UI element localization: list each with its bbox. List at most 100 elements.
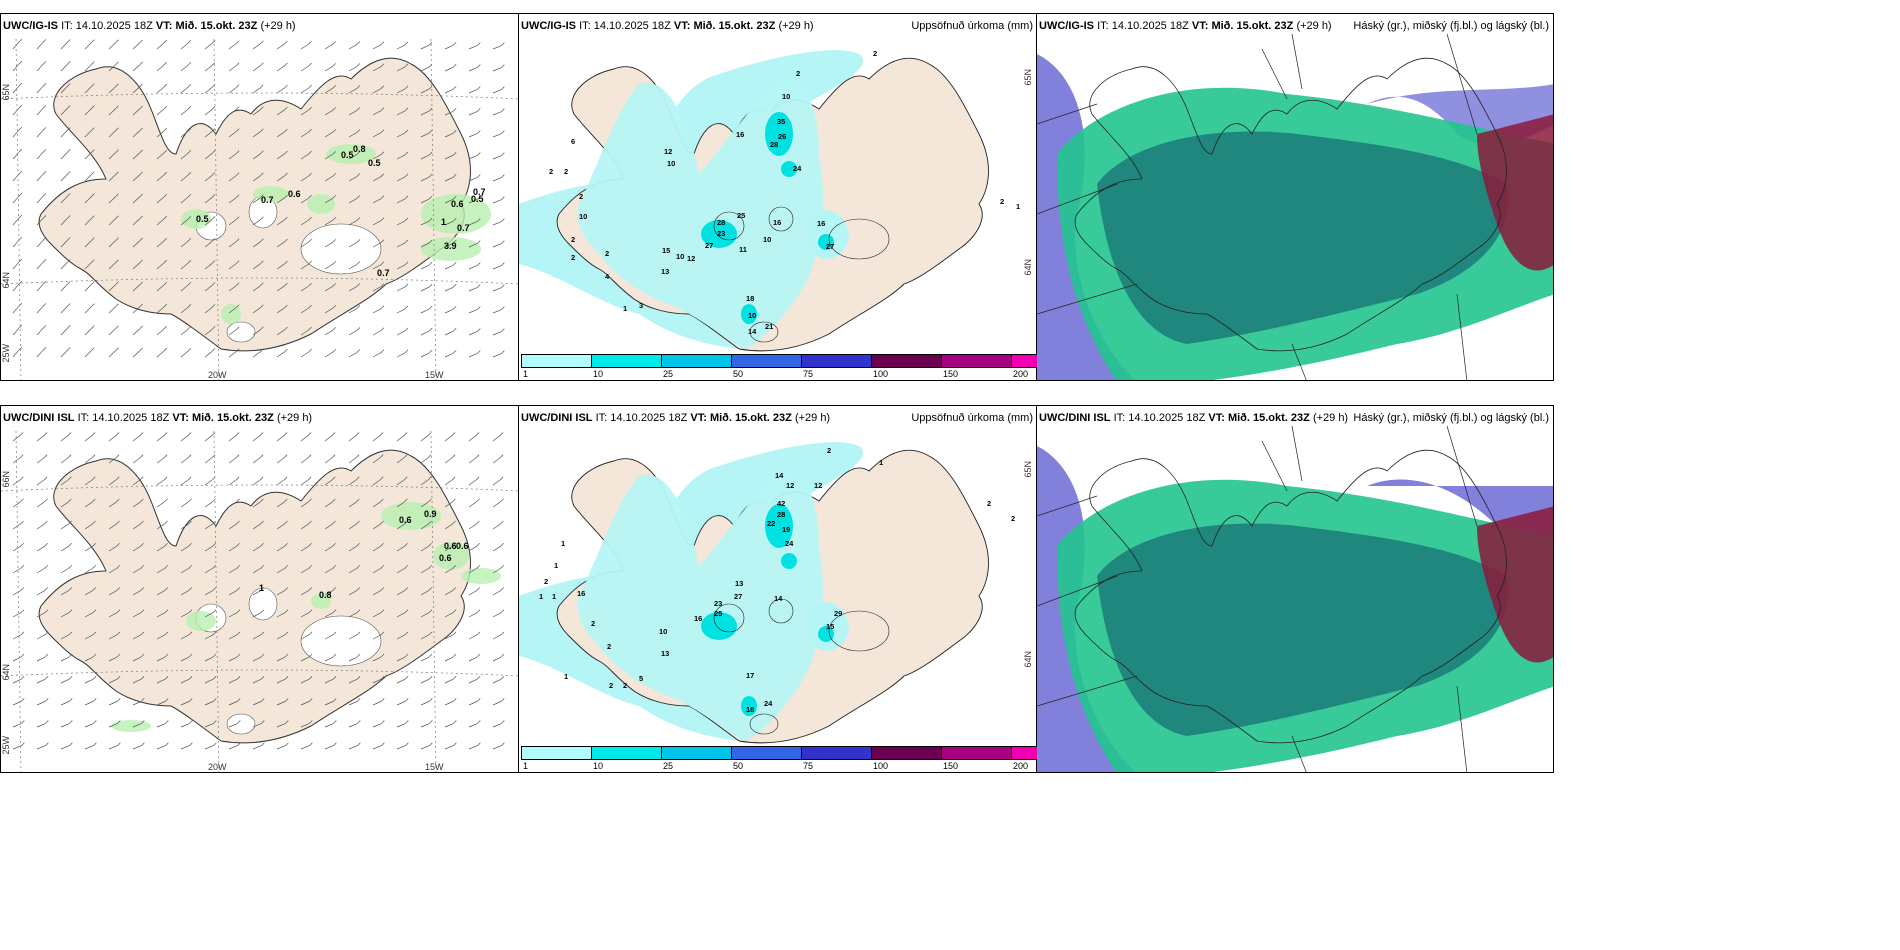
- wind-barb: [477, 174, 481, 178]
- boundary-line: [1037, 675, 1138, 707]
- wind-area: [307, 194, 335, 214]
- wind-barb: [188, 476, 192, 480]
- panel-ig-precip: UWC/IG-IS IT: 14.10.2025 18Z VT: Mið. 15…: [518, 13, 1038, 381]
- wind-barb: [66, 347, 71, 351]
- wind-barb: [204, 612, 214, 618]
- wind-barb: [276, 329, 285, 336]
- value-label: 0.8: [353, 144, 366, 154]
- wind-barb: [324, 66, 333, 72]
- wind-barb: [492, 111, 502, 116]
- value-label: 0.9: [424, 509, 437, 519]
- wind-barb: [156, 42, 165, 50]
- boundary-line: [1261, 48, 1288, 100]
- wind-barb: [420, 435, 429, 442]
- wind-barb: [468, 221, 478, 226]
- wind-barb: [284, 194, 288, 199]
- wind-barb: [44, 520, 48, 525]
- wind-barb: [476, 587, 481, 591]
- glacier: [226, 713, 256, 735]
- wind-barb: [252, 307, 261, 314]
- wind-barb: [476, 609, 481, 613]
- wind-barb: [68, 653, 73, 658]
- wind-barb: [501, 152, 505, 156]
- wind-barb: [356, 520, 360, 525]
- wind-barb: [211, 282, 216, 286]
- wind-barb: [60, 501, 69, 508]
- wind-barb: [477, 86, 481, 90]
- wind-barb: [396, 176, 406, 182]
- wind-barb: [308, 106, 312, 111]
- wind-barb: [36, 174, 44, 182]
- wind-barb: [108, 457, 117, 464]
- wind-barb: [492, 287, 502, 292]
- value-label: 2: [579, 192, 583, 201]
- wind-barb: [260, 194, 264, 199]
- boundary-line: [1446, 33, 1478, 135]
- wind-area: [461, 568, 501, 584]
- wind-barb: [453, 720, 457, 724]
- wind-barb: [164, 542, 168, 547]
- wind-barb: [132, 723, 142, 728]
- wind-barb: [477, 130, 481, 134]
- wind-barb: [44, 675, 49, 680]
- wind-barb: [204, 523, 213, 530]
- wind-barb: [60, 108, 68, 116]
- wind-barb: [380, 217, 385, 221]
- wind-barb: [139, 237, 143, 242]
- value-label: 1: [552, 592, 556, 601]
- wind-barb: [115, 171, 119, 176]
- wind-barb: [348, 612, 358, 618]
- wind-barb: [211, 348, 216, 352]
- value-label: 0.6: [439, 553, 452, 563]
- wind-barb: [492, 331, 502, 336]
- wind-barb: [324, 723, 334, 728]
- wind-barb: [44, 698, 49, 702]
- wind-barb: [444, 634, 454, 640]
- wind-barb: [501, 306, 505, 310]
- wind-barb: [284, 498, 288, 503]
- value-label: 1: [441, 217, 446, 227]
- wind-barb: [380, 653, 385, 658]
- wind-barb: [252, 634, 262, 640]
- wind-area: [181, 209, 211, 229]
- wind-barb: [468, 568, 477, 574]
- wind-barb: [332, 217, 336, 221]
- wind-barb: [284, 150, 288, 155]
- wind-barb: [235, 150, 240, 154]
- wind-barb: [235, 282, 240, 286]
- wind-barb: [92, 476, 96, 480]
- wind-barb: [132, 568, 141, 574]
- wind-barb: [284, 587, 289, 591]
- wind-barb: [309, 742, 313, 746]
- wind-barb: [492, 243, 502, 248]
- wind-barb: [284, 128, 288, 133]
- wind-barb: [332, 653, 337, 658]
- wind-barb: [308, 542, 312, 547]
- wind-barb: [380, 239, 385, 243]
- wind-barb: [132, 328, 140, 336]
- wind-barb: [164, 476, 168, 480]
- wind-barb: [228, 219, 237, 226]
- wind-barb: [132, 701, 142, 706]
- wind-barb: [164, 675, 169, 680]
- wind-barb: [348, 745, 358, 750]
- wind-area: [253, 186, 289, 202]
- wind-barb: [468, 678, 478, 684]
- wind-barb: [428, 129, 433, 134]
- wind-barb: [420, 132, 430, 138]
- wind-barb: [36, 218, 44, 226]
- wind-barb: [188, 675, 193, 680]
- wind-barb: [324, 545, 333, 552]
- wind-barb: [165, 742, 169, 746]
- wind-barb: [68, 476, 72, 480]
- wind-barb: [84, 64, 92, 72]
- value-label: 0.7: [377, 268, 390, 278]
- wind-barb: [228, 197, 237, 204]
- value-label: 10: [782, 92, 790, 101]
- wind-barb: [276, 87, 285, 94]
- wind-barb: [235, 128, 240, 132]
- wind-barb: [380, 41, 385, 45]
- wind-barb: [260, 631, 265, 636]
- wind-barb: [276, 701, 286, 706]
- wind-barb: [180, 108, 189, 116]
